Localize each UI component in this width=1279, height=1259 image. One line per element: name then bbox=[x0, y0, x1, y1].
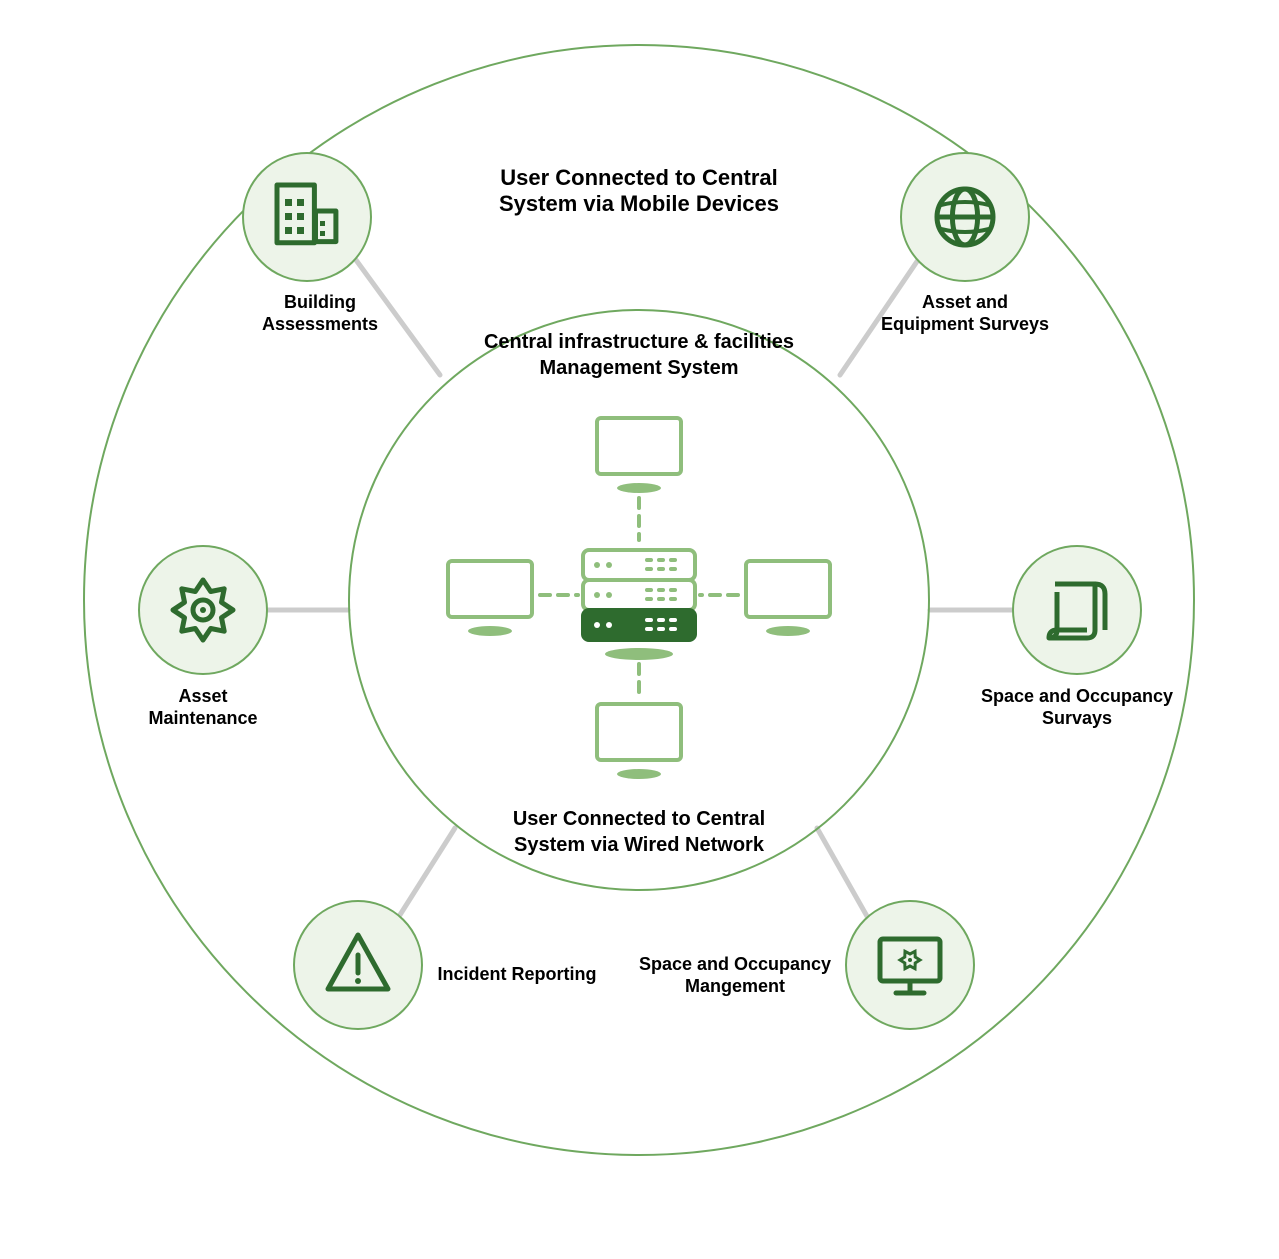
title-top: System via Mobile Devices bbox=[499, 191, 779, 216]
node-label: Space and Occupancy bbox=[981, 686, 1173, 706]
node-incident-reporting: Incident Reporting bbox=[294, 901, 597, 1029]
node-label: Space and Occupancy bbox=[639, 954, 831, 974]
node-label: Asset and bbox=[922, 292, 1008, 312]
node-asset-equipment-surveys: Asset andEquipment Surveys bbox=[881, 153, 1049, 334]
node-label: Maintenance bbox=[148, 708, 257, 728]
node-building-assessments: BuildingAssessments bbox=[243, 153, 378, 334]
connector-line bbox=[398, 828, 455, 918]
node-label: Incident Reporting bbox=[438, 964, 597, 984]
node-label: Equipment Surveys bbox=[881, 314, 1049, 334]
inner-ring bbox=[349, 310, 929, 890]
monitor-icon bbox=[746, 561, 830, 636]
connector-line bbox=[817, 828, 868, 918]
node-label: Mangement bbox=[685, 976, 785, 996]
diagram-svg: BuildingAssessments Asset andEquipment Su… bbox=[0, 0, 1279, 1259]
monitor-icon bbox=[597, 704, 681, 779]
node-label: Building bbox=[284, 292, 356, 312]
node-label: Assessments bbox=[262, 314, 378, 334]
title-center_top: Management System bbox=[540, 357, 739, 379]
title-center_bottom: User Connected to Central bbox=[513, 808, 765, 830]
monitor-icon bbox=[448, 561, 532, 636]
server-icon bbox=[583, 550, 695, 660]
diagram-root: BuildingAssessments Asset andEquipment Su… bbox=[0, 0, 1279, 1259]
monitor-icon bbox=[597, 418, 681, 493]
node-label: Asset bbox=[178, 686, 227, 706]
node-label: Survays bbox=[1042, 708, 1112, 728]
node-space-occupancy-surveys: Space and OccupancySurvays bbox=[981, 546, 1173, 728]
title-center_bottom: System via Wired Network bbox=[514, 834, 765, 856]
node-space-occupancy-management: Space and OccupancyMangement bbox=[639, 901, 974, 1029]
node-asset-maintenance: AssetMaintenance bbox=[139, 546, 267, 728]
title-top: User Connected to Central bbox=[500, 165, 778, 190]
title-center_top: Central infrastructure & facilities bbox=[484, 331, 794, 353]
